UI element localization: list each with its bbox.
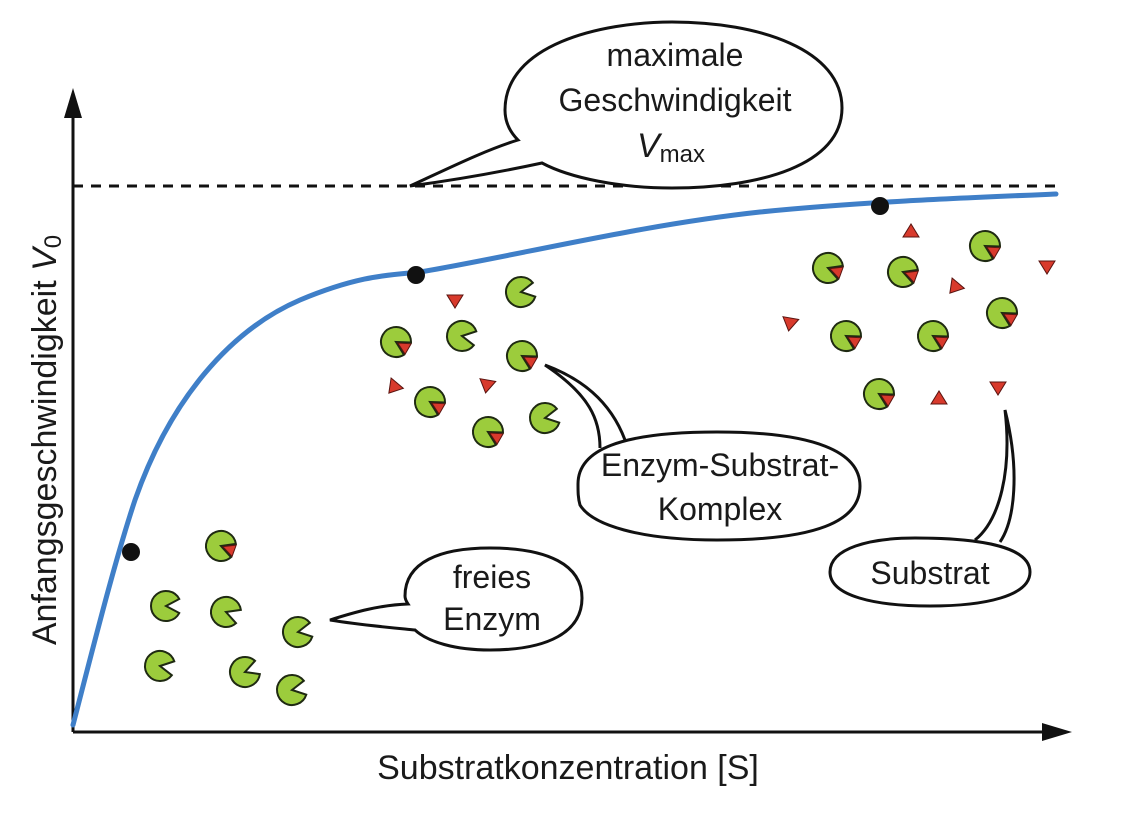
substrate-icon [446, 294, 464, 309]
substrate-callout-bubble [828, 409, 1032, 608]
substrate-label: Substrat [870, 555, 989, 591]
y-axis-subscript: 0 [40, 235, 67, 248]
y-axis-label: Anfangsgeschwindigkeit V0 [26, 235, 67, 645]
enzyme-icon [276, 674, 308, 706]
x-axis-label: Substratkonzentration [S] [377, 749, 759, 787]
y-axis-symbol: V [26, 245, 64, 271]
enzyme-icon [229, 656, 261, 688]
complex-callout-bubble [544, 363, 862, 542]
substrate-callout: Substrat [828, 409, 1032, 608]
substrate-icon [388, 377, 405, 394]
enzyme-substrate-complex-icon [863, 378, 895, 410]
free-enzyme-callout: freies Enzym [329, 546, 584, 652]
vmax-symbol-letter: V [637, 127, 663, 165]
vmax-callout-bubble [409, 20, 844, 190]
x-axis-arrowhead [1042, 723, 1072, 741]
enzyme-substrate-complex-icon [380, 326, 412, 358]
enzyme-icon [282, 616, 314, 648]
substrate-icon [782, 316, 800, 332]
substrate-icon [479, 378, 497, 394]
vmax-callout-line2: Geschwindigkeit [559, 82, 792, 118]
molecules [144, 223, 1056, 706]
vmax-callout: maximale Geschwindigkeit Vmax [409, 20, 844, 190]
substrate-icon [902, 223, 920, 238]
enzyme-substrate-complex-icon [986, 297, 1018, 329]
complex-label-line1: Enzym-Substrat- [601, 447, 839, 483]
enzyme-icon [529, 402, 561, 434]
enzyme-substrate-complex-icon [830, 320, 862, 352]
enzyme-substrate-complex-icon [205, 530, 237, 562]
enzyme-substrate-complex-icon [506, 340, 538, 372]
enzyme-icon [150, 590, 181, 622]
enzyme-substrate-complex-icon [472, 416, 504, 448]
substrate-icon [1038, 260, 1056, 275]
enzyme-substrate-complex-icon [969, 230, 1001, 262]
complex-callout: Enzym-Substrat- Komplex [544, 363, 862, 542]
y-axis-arrowhead [64, 88, 82, 118]
vmax-symbol-subscript: max [660, 141, 705, 168]
substrate-icon [989, 381, 1007, 396]
complex-label-line2: Komplex [658, 491, 783, 527]
enzyme-icon [144, 650, 176, 682]
substrate-icon [930, 390, 948, 405]
free-enzyme-label-line2: Enzym [443, 601, 541, 637]
curve-point [871, 197, 889, 215]
vmax-callout-line1: maximale [607, 37, 744, 73]
enzyme-substrate-complex-icon [917, 320, 949, 352]
enzyme-icon [210, 596, 242, 628]
enzyme-substrate-complex-icon [414, 386, 446, 418]
axes [64, 88, 1072, 741]
enzyme-substrate-complex-icon [887, 256, 919, 288]
y-axis-label-text: Anfangsgeschwindigkeit [26, 280, 64, 645]
enzyme-icon [505, 276, 537, 308]
curve-point [122, 543, 140, 561]
substrate-icon [949, 277, 966, 294]
free-enzyme-callout-bubble [329, 546, 584, 652]
vmax-symbol: Vmax [637, 127, 705, 168]
saturation-curve [70, 191, 1059, 728]
enzyme-substrate-complex-icon [812, 252, 844, 284]
enzyme-icon [446, 320, 478, 352]
curve-point [407, 266, 425, 284]
free-enzyme-label-line1: freies [453, 559, 531, 595]
